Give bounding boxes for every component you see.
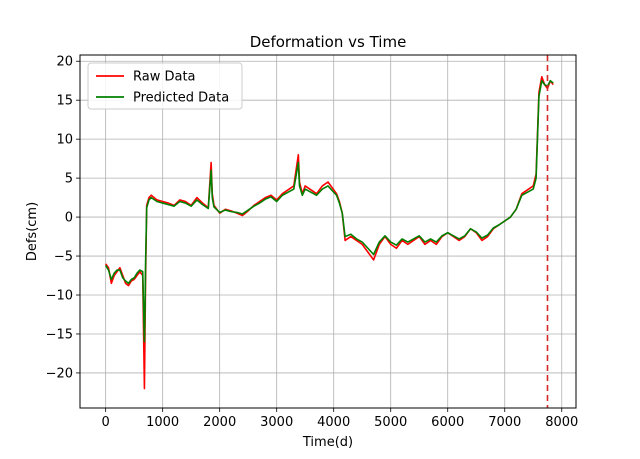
x-axis-ticks: 0 1000 2000 3000 4000 5000 6000 7000 8000 [102, 408, 578, 430]
y-axis-title: Defs(cm) [25, 202, 40, 261]
y-tick-label: −15 [46, 327, 73, 342]
x-tick-label: 2000 [203, 415, 236, 430]
y-axis-ticks: −20 −15 −10 −5 0 5 10 15 20 [46, 55, 80, 381]
y-tick-label: −20 [46, 366, 73, 381]
chart-title: Deformation vs Time [250, 33, 407, 51]
x-tick-label: 4000 [317, 415, 350, 430]
x-tick-label: 7000 [488, 415, 521, 430]
legend: Raw Data Predicted Data [87, 62, 243, 110]
y-tick-label: 0 [65, 211, 73, 226]
legend-label: Raw Data [133, 70, 196, 85]
y-tick-label: −5 [54, 250, 73, 265]
x-tick-label: 8000 [545, 415, 578, 430]
grid [80, 55, 576, 408]
x-tick-label: 0 [102, 415, 110, 430]
legend-label: Predicted Data [133, 91, 229, 106]
x-axis-title: Time(d) [302, 435, 353, 450]
plot-frame [79, 54, 577, 409]
y-tick-label: −10 [46, 289, 73, 304]
x-tick-label: 1000 [146, 415, 179, 430]
series-line-raw-data [105, 76, 554, 390]
y-tick-label: 10 [56, 133, 73, 148]
x-tick-label: 3000 [260, 415, 293, 430]
y-tick-label: 20 [56, 55, 73, 70]
y-tick-label: 5 [65, 172, 73, 187]
x-tick-label: 5000 [374, 415, 407, 430]
series-line-predicted-data [104, 79, 554, 343]
series-lines [104, 76, 554, 390]
legend-box [87, 62, 243, 110]
y-tick-label: 15 [56, 94, 73, 109]
x-tick-label: 6000 [431, 415, 464, 430]
